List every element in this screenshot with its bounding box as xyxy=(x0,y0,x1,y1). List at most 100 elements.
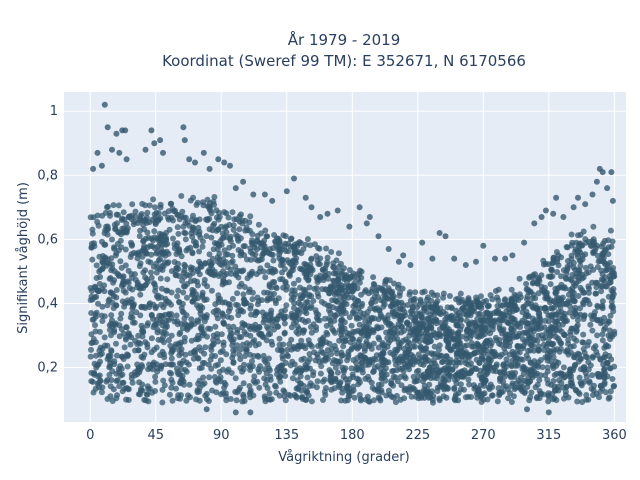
data-point xyxy=(90,214,97,221)
data-point xyxy=(95,222,102,229)
data-point xyxy=(571,298,578,305)
data-point xyxy=(321,300,328,307)
data-point xyxy=(548,313,555,320)
data-point xyxy=(366,320,373,326)
data-point xyxy=(237,346,244,353)
data-point xyxy=(445,362,452,369)
data-point xyxy=(265,331,272,338)
data-point xyxy=(269,341,276,348)
data-points xyxy=(87,101,618,416)
data-point xyxy=(453,380,460,387)
data-point xyxy=(323,245,330,252)
data-point xyxy=(108,347,115,354)
data-point xyxy=(286,341,293,348)
data-point xyxy=(229,295,236,302)
data-point xyxy=(101,101,108,108)
data-point xyxy=(611,270,617,277)
data-point xyxy=(573,337,580,344)
data-point xyxy=(121,344,128,351)
data-point xyxy=(237,252,244,259)
data-point xyxy=(268,265,275,272)
data-point xyxy=(419,239,426,246)
data-point xyxy=(278,262,284,269)
data-point xyxy=(499,388,506,395)
data-point xyxy=(466,328,473,335)
data-point xyxy=(253,271,260,278)
data-point xyxy=(177,395,183,402)
data-point xyxy=(212,378,219,385)
data-point xyxy=(328,377,334,384)
data-point xyxy=(164,276,171,283)
data-point xyxy=(564,263,571,270)
data-point xyxy=(545,261,552,268)
data-point xyxy=(484,303,491,310)
data-point xyxy=(599,303,605,310)
data-point xyxy=(236,334,243,341)
data-point xyxy=(555,359,562,366)
data-point xyxy=(138,362,145,368)
data-point xyxy=(349,288,355,295)
data-point xyxy=(99,258,106,264)
data-point xyxy=(241,321,248,328)
data-point xyxy=(417,344,424,351)
data-point xyxy=(599,169,606,176)
data-point xyxy=(593,178,600,185)
data-point xyxy=(478,374,485,381)
data-point xyxy=(344,357,351,364)
data-point xyxy=(160,377,167,384)
data-point xyxy=(504,319,511,326)
data-point xyxy=(187,197,194,204)
data-point xyxy=(535,332,542,339)
data-point xyxy=(609,197,616,204)
data-point xyxy=(579,271,585,278)
data-point xyxy=(451,255,458,262)
data-point xyxy=(550,210,557,217)
data-point xyxy=(103,378,110,385)
data-point xyxy=(192,159,198,166)
data-point xyxy=(370,397,377,404)
data-point xyxy=(568,325,575,332)
data-point xyxy=(215,216,222,223)
data-point xyxy=(92,385,99,392)
data-point xyxy=(178,193,185,199)
data-point xyxy=(520,371,527,377)
data-point xyxy=(165,208,172,215)
data-point xyxy=(503,383,510,390)
data-point xyxy=(340,338,347,345)
data-point xyxy=(136,263,143,270)
data-point xyxy=(423,345,430,351)
data-point xyxy=(235,247,242,253)
data-point xyxy=(376,395,383,402)
data-point xyxy=(261,247,268,254)
data-point xyxy=(502,255,509,262)
data-point xyxy=(153,293,160,300)
data-point xyxy=(282,266,288,272)
data-point xyxy=(149,243,156,250)
data-point xyxy=(88,369,95,376)
data-point xyxy=(107,383,114,390)
data-point xyxy=(438,352,445,359)
data-point xyxy=(412,358,419,365)
data-point xyxy=(200,149,207,156)
data-point xyxy=(302,319,309,325)
data-point xyxy=(201,318,208,325)
data-point xyxy=(588,243,595,249)
data-point xyxy=(585,289,592,296)
data-point xyxy=(123,156,130,163)
data-point xyxy=(571,354,577,361)
data-point xyxy=(473,294,480,301)
data-point xyxy=(281,330,288,337)
data-point xyxy=(102,209,109,216)
data-point xyxy=(275,364,282,371)
data-point xyxy=(324,259,331,266)
data-point xyxy=(129,379,136,386)
y-axis-ticks: 0,2 0,4 0,6 0,8 1 xyxy=(37,104,58,375)
data-point xyxy=(179,308,186,315)
data-point xyxy=(284,346,291,353)
data-point xyxy=(334,276,341,283)
data-point xyxy=(550,378,557,384)
data-point xyxy=(444,304,451,311)
data-point xyxy=(561,332,568,339)
data-point xyxy=(142,248,149,255)
data-point xyxy=(87,285,94,291)
